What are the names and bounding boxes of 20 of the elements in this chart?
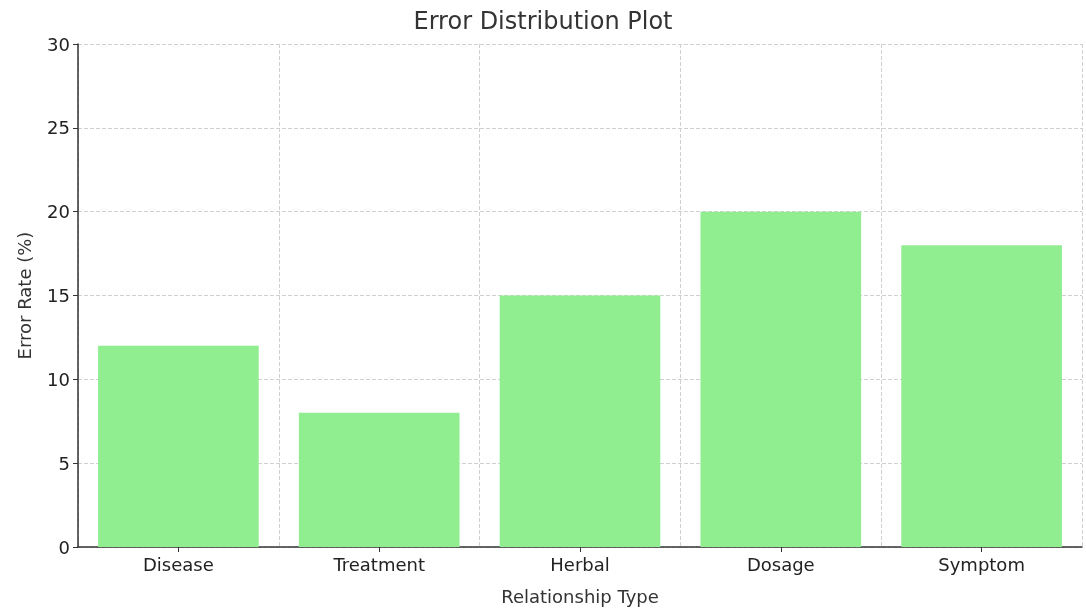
x-axis-title: Relationship Type	[501, 585, 659, 607]
y-tick-label: 20	[47, 201, 70, 223]
y-tick-label: 0	[58, 536, 70, 558]
y-tick-label: 10	[47, 368, 70, 390]
chart-title: Error Distribution Plot	[413, 7, 673, 35]
x-tick-label: Dosage	[746, 553, 815, 575]
bar	[298, 412, 460, 547]
x-tick-label: Symptom	[938, 553, 1025, 575]
bar	[499, 295, 661, 547]
y-tick-label: 15	[47, 285, 70, 306]
x-tick-label: Treatment	[332, 553, 425, 575]
bar	[98, 345, 259, 547]
y-axis-title: Error Rate (%)	[13, 231, 35, 360]
y-tick-label: 25	[47, 117, 70, 139]
y-tick-label: 5	[58, 452, 70, 474]
bar	[700, 211, 862, 547]
bar	[901, 245, 1062, 547]
y-tick-label: 30	[47, 33, 70, 55]
x-tick-label: Disease	[143, 553, 214, 575]
x-tick-label: Herbal	[550, 553, 610, 575]
